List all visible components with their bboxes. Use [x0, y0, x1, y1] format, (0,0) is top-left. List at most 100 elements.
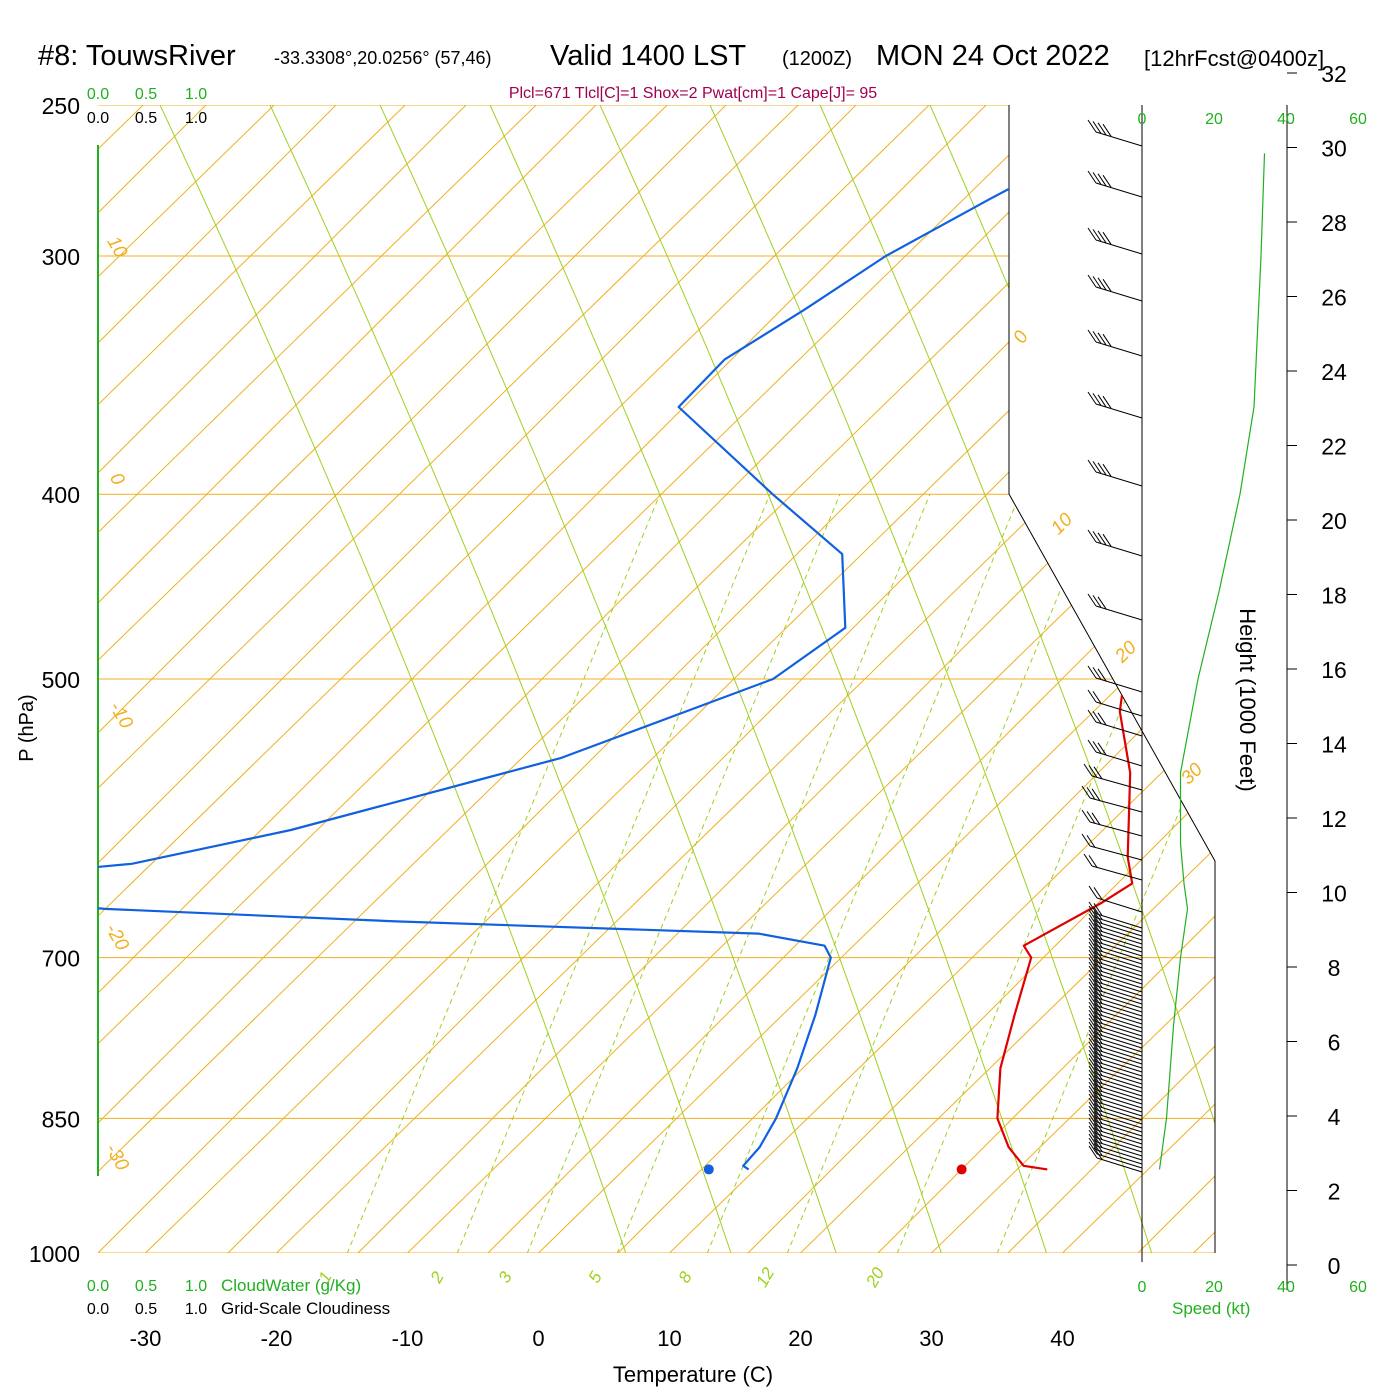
wind-barb-feather	[1088, 1073, 1098, 1087]
wind-barb	[1096, 1089, 1143, 1105]
wind-barb-feather	[1088, 1041, 1098, 1055]
speed-scale-top: 60	[1349, 111, 1367, 128]
temperature-tick-label: 20	[788, 1326, 812, 1351]
wind-barb	[1096, 1029, 1143, 1045]
wind-barb-feather	[1088, 965, 1098, 979]
wind-barb	[1096, 961, 1143, 977]
wind-barb	[1096, 1049, 1143, 1065]
dry-adiabat-line	[98, 105, 597, 1253]
isotherm-line	[758, 105, 1215, 1253]
wind-barb-feather	[1093, 1087, 1103, 1100]
temperature-tick-label: 40	[1050, 1326, 1074, 1351]
cloudiness-scale-bottom: 0.5	[135, 1301, 157, 1318]
mixing-ratio-label: 5	[585, 1268, 606, 1286]
wind-barb-feather	[1093, 1071, 1103, 1084]
wind-barb-feather	[1088, 855, 1098, 868]
wind-barb-feather	[1093, 999, 1103, 1012]
height-tick-label: 8	[1328, 955, 1341, 981]
wind-barb-feather	[1093, 1107, 1103, 1120]
wind-barb-feather	[1093, 903, 1103, 916]
wind-barb-feather	[1088, 1097, 1098, 1111]
wind-barb	[1096, 965, 1143, 981]
wind-barb-feather	[1088, 1113, 1098, 1127]
mixing-ratio-line	[439, 493, 771, 1253]
wind-barb-feather	[1088, 969, 1098, 983]
wind-barb	[1096, 1105, 1143, 1121]
wind-barb-feather	[1088, 957, 1098, 971]
wind-barb	[1095, 605, 1143, 621]
height-tick-label: 26	[1321, 285, 1347, 311]
wind-barb	[1096, 1157, 1143, 1173]
isotherm-line	[496, 105, 1215, 1253]
wind-barb-feather	[1088, 905, 1098, 919]
wind-barb-feather	[1088, 973, 1098, 987]
dry-adiabat-line	[98, 105, 467, 1253]
wind-barb-feather	[1088, 1013, 1098, 1027]
wind-barb	[1096, 1057, 1143, 1073]
wind-barb	[1096, 925, 1143, 941]
pressure-tick-label: 850	[42, 1106, 80, 1132]
wind-barb-feather	[1091, 812, 1101, 826]
wind-barb-feather	[1086, 787, 1096, 800]
wind-barb	[1096, 1141, 1143, 1157]
wind-barb-feather	[1088, 933, 1098, 947]
wind-barb	[1089, 845, 1143, 861]
wind-barb	[1095, 751, 1143, 767]
wind-barb-feather	[1088, 937, 1098, 951]
wind-barb	[1095, 677, 1143, 693]
height-tick-label: 30	[1321, 136, 1347, 162]
wind-barb	[1096, 969, 1143, 985]
wind-barb-feather	[1093, 967, 1103, 980]
cloudiness-scale-bottom: 0.0	[87, 1301, 109, 1318]
isotherm-line	[1151, 105, 1215, 1253]
wind-barb-feather	[1093, 1147, 1103, 1160]
wind-barb-feather	[1088, 921, 1098, 935]
wind-barb-feather	[1087, 391, 1097, 405]
dry-adiabat-label: -30	[101, 1140, 133, 1175]
wind-barb	[1096, 1153, 1143, 1169]
wind-barb-feather	[1092, 121, 1102, 134]
dry-adiabat-label: -10	[105, 698, 137, 733]
wind-barb-feather	[1088, 1065, 1098, 1079]
height-tick-label: 16	[1321, 657, 1347, 683]
temperature-line	[996, 153, 1198, 1171]
wind-barb-feather	[1088, 1125, 1098, 1139]
dewpoint-line	[98, 152, 1077, 1171]
wind-barb	[1096, 937, 1143, 953]
dry-adiabat-line	[747, 105, 1215, 1253]
wind-barb	[1095, 341, 1143, 357]
wind-barb	[1096, 913, 1143, 929]
wind-barb-feather	[1087, 119, 1097, 133]
wind-barb	[1089, 797, 1143, 813]
wind-barb-feather	[1093, 887, 1103, 900]
wind-barb	[1091, 865, 1143, 881]
cloudwater-label: CloudWater (g/Kg)	[221, 1276, 361, 1295]
wind-barb	[1096, 1085, 1143, 1101]
wind-barb-feather	[1088, 1077, 1098, 1091]
wind-barb-feather	[1088, 1057, 1098, 1071]
wind-barb-feather	[1088, 1081, 1098, 1095]
wind-barb	[1096, 945, 1143, 961]
wind-barb-feather	[1088, 1009, 1098, 1023]
wind-barb-feather	[1092, 331, 1102, 344]
wind-barb-feather	[1097, 532, 1107, 546]
wind-barb	[1095, 182, 1143, 198]
height-tick-label: 12	[1321, 806, 1347, 832]
wind-barb-feather	[1088, 985, 1098, 999]
dry-adiabat-label: 0	[1009, 327, 1033, 347]
profiles	[98, 152, 1198, 1171]
wind-barb-feather	[1088, 1069, 1098, 1083]
speed-scale-bottom: 20	[1205, 1279, 1223, 1296]
wind-barb-feather	[1093, 1019, 1103, 1032]
wind-barb	[1095, 471, 1143, 487]
speed-scale-top: 40	[1277, 111, 1295, 128]
wind-barb-feather	[1093, 951, 1103, 964]
wind-barb-feather	[1093, 1123, 1103, 1136]
wind-barb	[1096, 933, 1143, 949]
wind-barb	[1095, 403, 1143, 419]
isotherm-line	[98, 105, 703, 1253]
wind-barb	[1096, 1121, 1143, 1137]
wind-barb-feather	[1088, 981, 1098, 995]
wind-barb-feather	[1093, 1095, 1103, 1108]
